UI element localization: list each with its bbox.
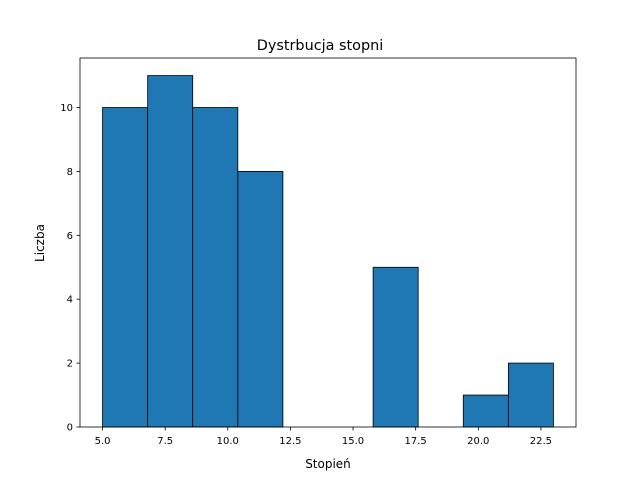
x-axis-ticks: 5.0 7.5 10.0 12.5 15.0 17.5 20.0 22.5 <box>95 427 552 447</box>
chart-title: Dystrbucja stopni <box>257 38 383 54</box>
histogram-bar-2 <box>192 107 239 428</box>
plot-area-frame <box>79 57 577 428</box>
histogram-bar-6 <box>372 266 419 428</box>
y-tick-label: 4 <box>67 295 73 306</box>
histogram-bar-1 <box>147 75 194 428</box>
x-tick-label: 20.0 <box>467 436 489 447</box>
histogram-bar-9 <box>507 362 554 428</box>
y-tick-label: 10 <box>60 103 73 114</box>
x-tick-label: 22.5 <box>530 436 552 447</box>
x-tick-label: 7.5 <box>157 436 173 447</box>
histogram-bar-3 <box>237 171 284 428</box>
y-axis-label: Liczba <box>33 224 47 262</box>
histogram-bar-0 <box>102 107 149 428</box>
y-axis-ticks: 0 2 4 6 8 10 <box>60 103 80 434</box>
x-tick-label: 5.0 <box>95 436 111 447</box>
y-tick-label: 6 <box>67 231 73 242</box>
y-tick-label: 0 <box>67 423 73 434</box>
x-axis-label: Stopień <box>305 457 351 471</box>
x-tick-label: 17.5 <box>405 436 427 447</box>
x-tick-label: 12.5 <box>279 436 301 447</box>
histogram-bar-8 <box>462 394 509 428</box>
x-tick-label: 10.0 <box>217 436 239 447</box>
y-tick-label: 8 <box>67 167 73 178</box>
x-tick-label: 15.0 <box>342 436 364 447</box>
y-tick-label: 2 <box>67 359 73 370</box>
histogram-bars <box>102 75 554 428</box>
